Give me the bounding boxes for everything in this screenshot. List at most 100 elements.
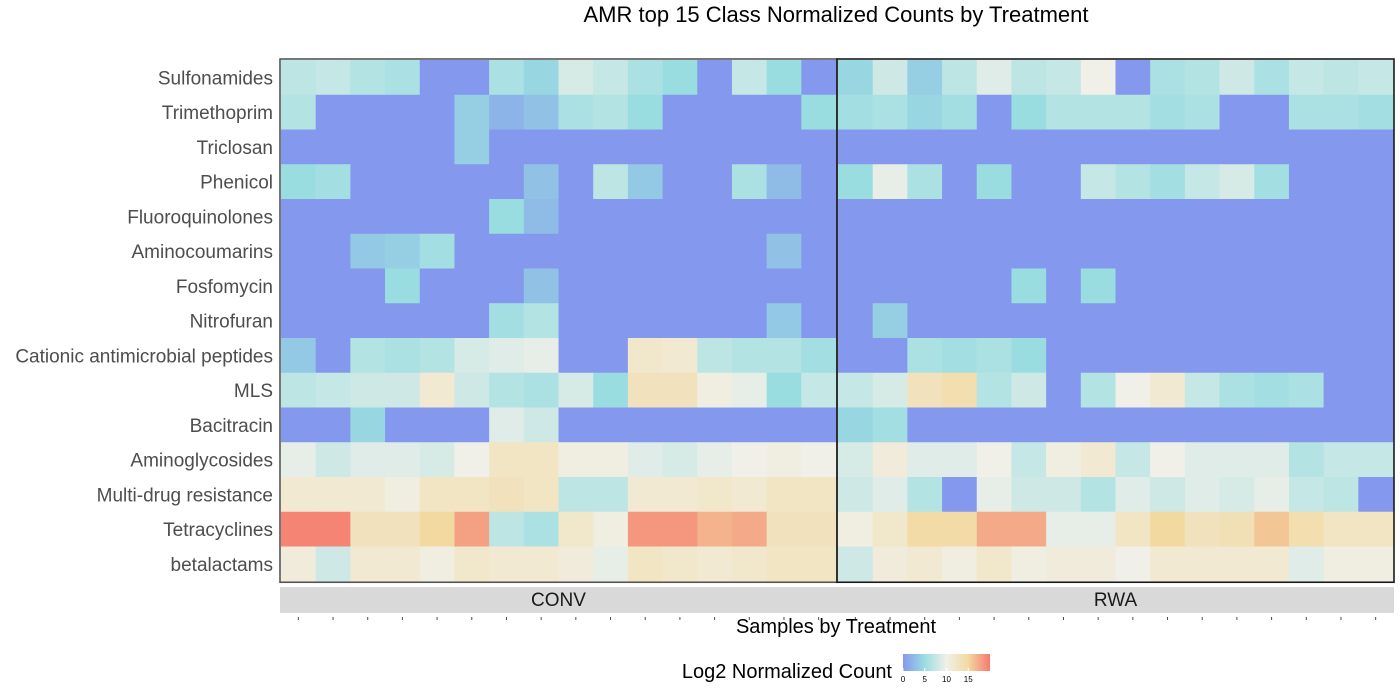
heatmap-cell (419, 164, 456, 200)
heatmap-cell (872, 268, 908, 304)
heatmap-cell (942, 372, 978, 409)
heatmap-cell (1358, 60, 1394, 96)
heatmap-cell (1080, 129, 1117, 165)
heatmap-cell (1288, 199, 1325, 235)
heatmap-cell (1254, 477, 1290, 513)
heatmap-cell (627, 303, 664, 339)
heatmap-cell (593, 442, 629, 478)
heatmap-cell (523, 268, 560, 304)
heatmap-cell (801, 164, 837, 200)
heatmap-cell (1288, 164, 1325, 200)
heatmap-cell (489, 164, 525, 200)
panel-rwa: RWA (836, 58, 1395, 620)
heatmap-cell (385, 477, 421, 513)
heatmap-cell (1011, 477, 1047, 513)
heatmap-cell (350, 407, 386, 443)
heatmap-cell (454, 233, 490, 270)
heatmap-cell (907, 94, 943, 131)
heatmap-cell (697, 199, 733, 235)
heatmap-cell (489, 442, 525, 478)
heatmap-cell (697, 477, 733, 513)
heatmap-cell (454, 442, 490, 478)
heatmap-cell (523, 338, 560, 374)
heatmap-cell (1115, 60, 1151, 96)
row-labels: Sulfonamides Trimethoprim Triclosan Phenico… (15, 68, 273, 576)
heatmap-cell (942, 442, 978, 478)
heatmap-panels: CONV RWA (279, 58, 1395, 620)
legend-tick-label: 5 (923, 675, 928, 684)
heatmap-cell (419, 407, 456, 443)
heatmap-cell (872, 164, 908, 200)
heatmap-cell (419, 129, 456, 165)
heatmap-cell (872, 338, 908, 374)
heatmap-cell (385, 372, 421, 409)
heatmap-cell (558, 164, 594, 200)
heatmap-cell (1323, 199, 1359, 235)
heatmap-cell (558, 407, 594, 443)
heatmap-cell (350, 268, 386, 304)
row-label: Aminoglycosides (130, 451, 273, 472)
heatmap-cell (1323, 94, 1359, 131)
heatmap-cell (1150, 199, 1186, 235)
heatmap-cell (593, 546, 629, 582)
heatmap-cell (942, 164, 978, 200)
heatmap-cell (419, 372, 456, 409)
heatmap-cell (281, 407, 317, 443)
heatmap-cell (1219, 268, 1255, 304)
row-label: Cationic antimicrobial peptides (15, 346, 273, 367)
heatmap-cell (1150, 129, 1186, 165)
heatmap-cell (1288, 303, 1325, 339)
heatmap-cell (838, 511, 874, 548)
heatmap-cell (801, 338, 837, 374)
heatmap-cell (942, 477, 978, 513)
heatmap-cell (766, 372, 802, 409)
heatmap-cell (766, 477, 802, 513)
row-label: Bacitracin (190, 416, 273, 437)
heatmap-cell (1184, 94, 1221, 131)
heatmap-cell (558, 546, 594, 582)
legend-tick-label: 10 (942, 675, 951, 684)
heatmap-cell (1115, 407, 1151, 443)
heatmap-cell (1323, 546, 1359, 582)
heatmap-cell (907, 372, 943, 409)
heatmap-cell (766, 233, 802, 270)
heatmap-cell (801, 442, 837, 478)
heatmap-cell (1254, 546, 1290, 582)
heatmap-cell (419, 233, 456, 270)
heatmap-cell (1219, 372, 1255, 409)
heatmap-cell (1046, 164, 1082, 200)
heatmap-cell (1254, 511, 1290, 548)
heatmap-cell (489, 233, 525, 270)
heatmap-cell (1254, 94, 1290, 131)
heatmap-cell (1080, 164, 1117, 200)
heatmap-cell (523, 94, 560, 131)
row-label: Nitrofuran (190, 312, 273, 333)
row-label: MLS (234, 381, 273, 402)
heatmap-cell (281, 268, 317, 304)
heatmap-cell (872, 233, 908, 270)
heatmap-cell (523, 303, 560, 339)
heatmap-cell (1150, 546, 1186, 582)
heatmap-cell (385, 442, 421, 478)
heatmap-cell (593, 338, 629, 374)
heatmap-cell (1288, 511, 1325, 548)
heatmap-cell (1254, 407, 1290, 443)
heatmap-cell (593, 60, 629, 96)
heatmap-cell (942, 199, 978, 235)
heatmap-cell (907, 199, 943, 235)
heatmap-cell (1323, 233, 1359, 270)
heatmap-cell (907, 129, 943, 165)
heatmap-cell (593, 407, 629, 443)
heatmap-cell (942, 268, 978, 304)
heatmap-cell (1046, 199, 1082, 235)
heatmap-cell (731, 442, 768, 478)
heatmap-cell (1046, 233, 1082, 270)
heatmap-cell (558, 233, 594, 270)
heatmap-cell (1288, 60, 1325, 96)
heatmap-cell (766, 94, 802, 131)
heatmap-cell (489, 546, 525, 582)
heatmap-cell (1184, 60, 1221, 96)
heatmap-cell (1080, 233, 1117, 270)
heatmap-cell (801, 511, 837, 548)
heatmap-cell (838, 303, 874, 339)
